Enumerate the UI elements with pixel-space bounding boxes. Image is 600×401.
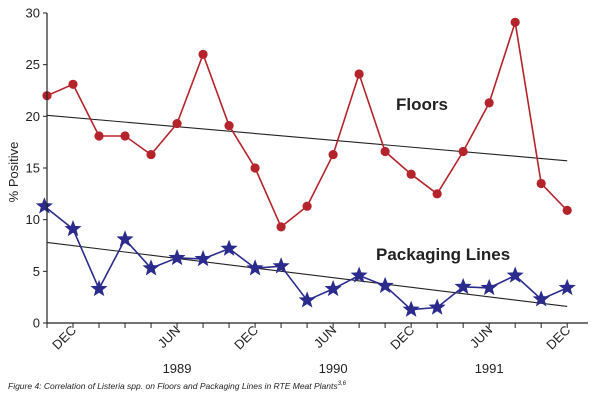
floors-annotation: Floors (396, 95, 448, 114)
packaging-lines-point (558, 278, 576, 296)
x-tick-label: JUN (155, 323, 183, 351)
floors-point (120, 131, 130, 141)
packaging-lines-point (506, 266, 524, 283)
y-tick-label: 20 (26, 109, 40, 124)
packaging-lines-point (116, 230, 134, 247)
packaging-lines-point (324, 279, 342, 297)
floors-series-line (46, 22, 568, 229)
plot-area (35, 17, 576, 317)
floors-point (224, 121, 234, 131)
packaging-lines-point (454, 277, 472, 295)
floors-point (484, 98, 494, 108)
floors-point (354, 69, 364, 79)
packaging-lines-point (246, 259, 264, 276)
listeria-chart: 0 5 10 15 20 25 30 DEC JUN DEC JUN DEC JUN DEC 1989 19… (6, 6, 588, 376)
packaging-lines-point (480, 278, 498, 296)
floors-point (250, 163, 260, 173)
figure-caption: Figure 4: Correlation of Listeria spp. o… (8, 381, 346, 391)
floors-point (68, 79, 78, 89)
packaging-lines-point (272, 257, 290, 274)
x-tick-label: JUN (311, 323, 339, 351)
x-axis: DEC JUN DEC JUN DEC JUN DEC 1989 1990 1991 (46, 322, 588, 376)
year-label: 1991 (475, 361, 504, 376)
year-label: 1990 (319, 361, 348, 376)
floors-point (406, 169, 416, 179)
packaging-lines-trend-line (46, 241, 568, 308)
caption-reference: 3,6 (337, 381, 346, 388)
floors-point (302, 201, 312, 211)
y-tick-label: 10 (26, 212, 40, 227)
caption-text: Figure 4: Correlation of Listeria spp. o… (8, 381, 338, 391)
floors-point (172, 118, 182, 129)
x-tick-label: JUN (467, 323, 495, 351)
packaging-lines-point (35, 197, 53, 214)
packaging-lines-point (402, 300, 420, 317)
floors-point (562, 205, 572, 215)
x-tick-label: DEC (543, 323, 573, 353)
y-tick-label: 15 (26, 161, 40, 176)
packaging-lines-annotation: Packaging Lines (376, 245, 510, 264)
floors-point (198, 49, 208, 59)
floors-point (276, 222, 286, 232)
x-tick-label: DEC (231, 323, 261, 353)
packaging-lines-point (350, 266, 368, 283)
floors-point (328, 149, 338, 160)
x-tick-label: DEC (49, 323, 79, 353)
packaging-lines-point (90, 279, 108, 297)
floors-point (146, 149, 156, 160)
floors-point (536, 178, 546, 189)
y-axis-label: % Positive (6, 142, 21, 203)
packaging-lines-point (142, 259, 160, 276)
packaging-lines-point (168, 248, 186, 266)
y-tick-label: 5 (33, 264, 40, 279)
floors-point (94, 131, 104, 141)
y-axis: 0 5 10 15 20 25 30 (26, 6, 48, 331)
x-tick-label: DEC (387, 323, 417, 353)
floors-point (432, 189, 442, 199)
floors-trend-line (46, 114, 568, 162)
packaging-lines-point (64, 219, 82, 237)
y-tick-label: 25 (26, 57, 40, 72)
floors-point (510, 17, 520, 27)
year-label: 1989 (163, 361, 192, 376)
packaging-lines-point (428, 298, 446, 315)
y-tick-label: 0 (33, 316, 40, 331)
packaging-lines-point (194, 249, 212, 267)
packaging-lines-point (298, 291, 316, 308)
floors-point (380, 146, 390, 157)
y-tick-label: 30 (26, 6, 40, 21)
packaging-lines-point (220, 239, 238, 256)
packaging-lines-point (376, 276, 394, 294)
floors-point (458, 146, 468, 157)
packaging-lines-point (532, 290, 550, 307)
